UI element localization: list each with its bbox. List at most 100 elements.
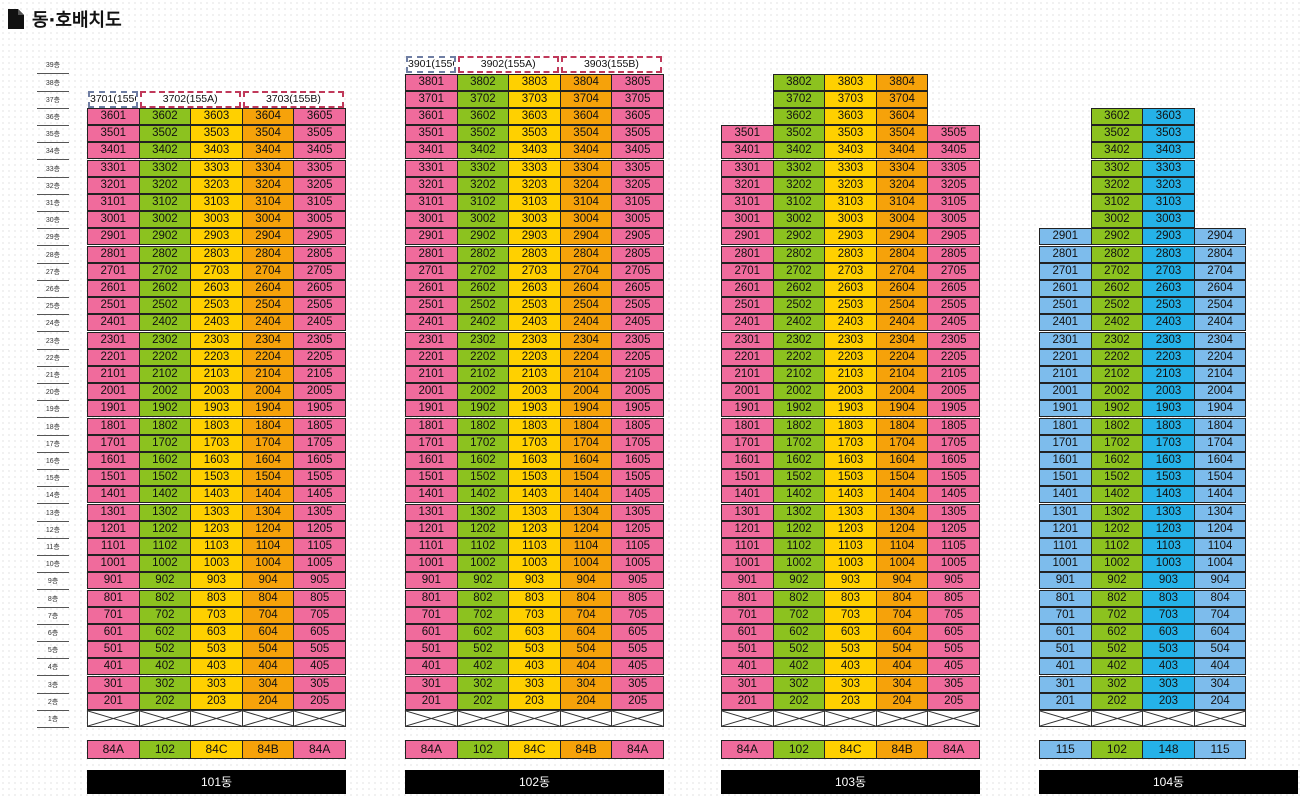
unit-cell[interactable]: 3603 <box>190 108 243 125</box>
unit-cell[interactable]: 1103 <box>508 538 561 555</box>
unit-cell[interactable]: 2804 <box>559 245 613 263</box>
unit-cell[interactable]: 1501 <box>1039 469 1092 487</box>
unit-cell[interactable]: 2903 <box>824 228 877 246</box>
unit-cell[interactable]: 1102 <box>772 538 826 555</box>
unit-cell[interactable]: 204 <box>559 692 613 710</box>
unit-cell[interactable]: 1004 <box>875 555 929 573</box>
unit-cell[interactable]: 2004 <box>875 383 929 401</box>
unit-cell[interactable]: 203 <box>190 692 243 710</box>
unit-cell[interactable]: 2505 <box>611 297 664 315</box>
unit-cell[interactable]: 1701 <box>405 434 458 452</box>
unit-cell[interactable]: 901 <box>87 572 140 590</box>
unit-cell[interactable]: 1304 <box>875 503 929 521</box>
unit-cell[interactable]: 204 <box>241 692 295 710</box>
unit-cell[interactable]: 2503 <box>508 297 561 315</box>
unit-cell[interactable]: 901 <box>721 572 774 590</box>
unit-cell[interactable]: 1902 <box>138 400 192 418</box>
unit-cell[interactable]: 2002 <box>1090 383 1144 401</box>
unit-cell[interactable]: 1703 <box>824 434 877 452</box>
unit-cell[interactable]: 1101 <box>721 538 774 555</box>
unit-cell[interactable]: 2403 <box>508 314 561 332</box>
unit-cell[interactable]: 3802 <box>772 73 826 91</box>
unit-cell[interactable]: 3205 <box>611 176 664 194</box>
unit-cell[interactable]: 1101 <box>405 538 458 555</box>
unit-cell[interactable]: 403 <box>190 658 243 676</box>
unit-cell[interactable]: 3602 <box>456 108 510 125</box>
unit-cell[interactable]: 3304 <box>559 159 613 177</box>
unit-cell[interactable]: 904 <box>875 572 929 590</box>
unit-cell[interactable]: 1802 <box>456 417 510 435</box>
unit-cell[interactable]: 2605 <box>293 280 346 297</box>
unit-cell[interactable]: 2805 <box>293 245 346 263</box>
unit-cell[interactable]: 1202 <box>456 520 510 538</box>
unit-cell[interactable]: 2905 <box>927 228 980 246</box>
unit-cell[interactable]: 603 <box>824 624 877 641</box>
unit-cell[interactable]: 1604 <box>241 452 295 469</box>
unit-cell[interactable]: 2903 <box>508 228 561 246</box>
unit-cell[interactable]: 1002 <box>1090 555 1144 573</box>
unit-cell[interactable]: 3602 <box>772 108 826 125</box>
unit-cell[interactable]: 1804 <box>241 417 295 435</box>
unit-cell[interactable]: 803 <box>190 589 243 607</box>
unit-cell[interactable]: 405 <box>927 658 980 676</box>
unit-cell[interactable]: 3801 <box>405 73 458 91</box>
unit-cell[interactable]: 702 <box>138 606 192 624</box>
unit-cell[interactable]: 3702 <box>772 90 826 108</box>
unit-cell[interactable]: 2105 <box>927 366 980 383</box>
unit-cell[interactable]: 2704 <box>559 262 613 280</box>
unit-cell[interactable]: 1003 <box>1142 555 1195 573</box>
unit-cell[interactable]: 3003 <box>508 211 561 229</box>
unit-cell[interactable]: 3105 <box>927 194 980 211</box>
unit-cell[interactable]: 304 <box>1193 675 1247 693</box>
unit-cell[interactable]: 2004 <box>559 383 613 401</box>
unit-cell[interactable]: 1801 <box>87 417 140 435</box>
unit-cell[interactable]: 1505 <box>927 469 980 487</box>
unit-cell[interactable]: 2002 <box>772 383 826 401</box>
unit-cell[interactable]: 3301 <box>721 159 774 177</box>
unit-cell[interactable]: 2501 <box>1039 297 1092 315</box>
unit-cell[interactable]: 2602 <box>456 280 510 297</box>
unit-cell[interactable]: 3804 <box>559 73 613 91</box>
unit-cell[interactable]: 2003 <box>824 383 877 401</box>
unit-cell[interactable]: 1104 <box>241 538 295 555</box>
unit-cell[interactable]: 2802 <box>138 245 192 263</box>
unit-cell[interactable]: 1805 <box>927 417 980 435</box>
unit-cell[interactable]: 904 <box>559 572 613 590</box>
unit-cell[interactable]: 801 <box>405 589 458 607</box>
unit-cell[interactable]: 1305 <box>293 503 346 521</box>
unit-cell[interactable]: 503 <box>824 641 877 659</box>
unit-cell[interactable]: 2501 <box>87 297 140 315</box>
unit-cell[interactable]: 304 <box>559 675 613 693</box>
unit-cell[interactable]: 1201 <box>87 520 140 538</box>
unit-cell[interactable]: 1601 <box>405 452 458 469</box>
unit-cell[interactable]: 1401 <box>405 486 458 504</box>
unit-cell[interactable]: 702 <box>1090 606 1144 624</box>
unit-cell[interactable]: 1605 <box>293 452 346 469</box>
unit-cell[interactable]: 501 <box>721 641 774 659</box>
unit-cell[interactable]: 2804 <box>875 245 929 263</box>
unit-cell[interactable]: 2404 <box>559 314 613 332</box>
unit-cell[interactable]: 3202 <box>138 176 192 194</box>
unit-cell[interactable]: 803 <box>1142 589 1195 607</box>
unit-cell[interactable]: 2305 <box>927 331 980 349</box>
unit-cell[interactable]: 2202 <box>772 348 826 366</box>
unit-cell[interactable]: 3101 <box>87 194 140 211</box>
unit-cell[interactable]: 502 <box>1090 641 1144 659</box>
unit-cell[interactable]: 2003 <box>508 383 561 401</box>
unit-cell[interactable]: 1604 <box>559 452 613 469</box>
unit-cell[interactable]: 1801 <box>405 417 458 435</box>
unit-cell[interactable]: 701 <box>405 606 458 624</box>
unit-cell[interactable]: 3804 <box>875 73 929 91</box>
unit-cell[interactable]: 2801 <box>721 245 774 263</box>
unit-cell[interactable]: 1005 <box>927 555 980 573</box>
unit-cell[interactable]: 3002 <box>1090 211 1144 229</box>
unit-cell[interactable]: 604 <box>875 624 929 641</box>
unit-cell[interactable]: 1001 <box>721 555 774 573</box>
unit-cell[interactable]: 1503 <box>824 469 877 487</box>
unit-cell[interactable]: 2904 <box>559 228 613 246</box>
unit-cell[interactable]: 1802 <box>772 417 826 435</box>
unit-cell[interactable]: 2503 <box>190 297 243 315</box>
unit-cell[interactable]: 2102 <box>456 366 510 383</box>
unit-cell[interactable]: 2603 <box>508 280 561 297</box>
unit-cell[interactable]: 2301 <box>721 331 774 349</box>
